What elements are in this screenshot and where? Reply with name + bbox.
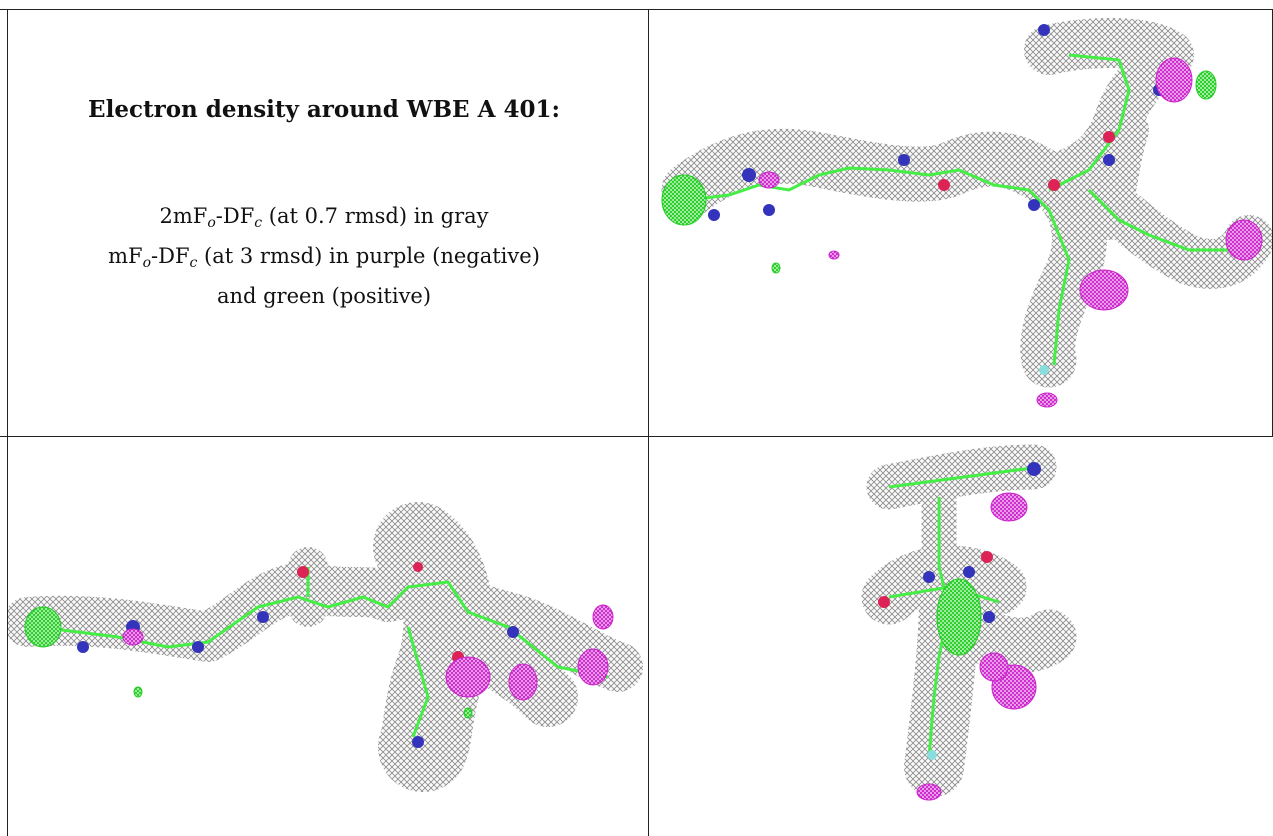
gray-mesh: [8, 502, 643, 792]
line1-post: (at 0.7 rmsd) in gray: [262, 204, 489, 228]
caption-line-3: and green (positive): [216, 284, 432, 308]
electron-density-map-icon: [861, 444, 1077, 801]
top-border: [0, 9, 1273, 10]
electron-density-map-icon: [8, 502, 643, 792]
gray-mesh: [661, 18, 1272, 388]
positive-density: [661, 70, 1217, 274]
atoms: [708, 24, 1165, 375]
line2-sub-o: o: [142, 255, 152, 271]
line1-pre: 2mF: [159, 204, 208, 228]
negative-density: [916, 492, 1037, 801]
left-border: [7, 9, 8, 836]
density-view-top-right: [649, 10, 1272, 436]
line1-mid: -DF: [215, 204, 255, 228]
caption-line-1: 2mFo-DFc (at 0.7 rmsd) in gray: [0, 200, 648, 240]
line2-pre: mF: [108, 244, 143, 268]
electron-density-map-icon: [661, 18, 1272, 408]
line2-post: (at 3 rmsd) in purple (negative): [197, 244, 540, 268]
line2-sub-c: c: [189, 255, 198, 271]
caption-line-2: mFo-DFc (at 3 rmsd) in purple (negative): [0, 240, 648, 280]
line1-sub-o: o: [207, 215, 216, 231]
center-divider: [648, 9, 649, 836]
negative-density: [122, 604, 614, 701]
positive-density: [24, 606, 473, 719]
negative-density: [758, 57, 1263, 408]
middle-border: [0, 436, 1273, 437]
positive-density: [936, 578, 982, 656]
line1-sub-c: c: [254, 215, 263, 231]
caption-lines: 2mFo-DFc (at 0.7 rmsd) in gray mFo-DFc (…: [0, 200, 648, 313]
density-view-bottom-left: [8, 437, 648, 836]
atoms: [878, 462, 1041, 760]
line2-mid: -DF: [151, 244, 190, 268]
caption-cell: Electron density around WBE A 401: 2mFo-…: [0, 0, 648, 435]
density-view-bottom-right: [649, 437, 1272, 836]
caption-title: Electron density around WBE A 401:: [88, 96, 560, 123]
